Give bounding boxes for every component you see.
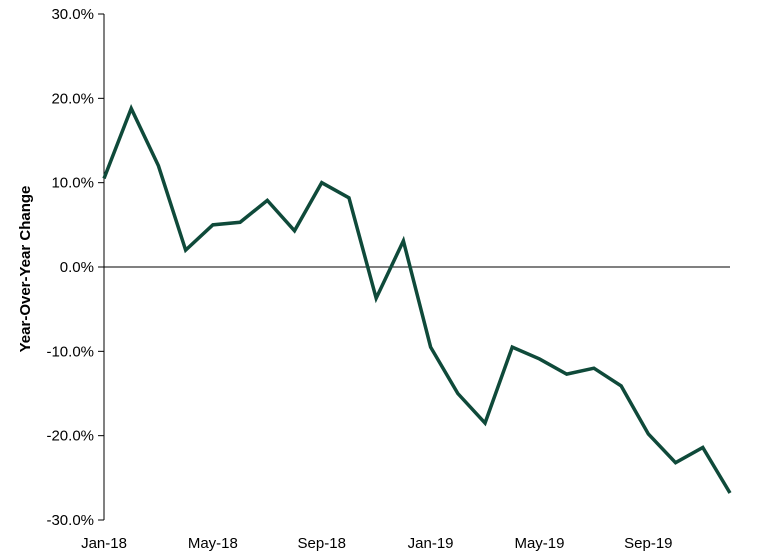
y-axis-title: Year-Over-Year Change: [17, 186, 34, 353]
y-axis: 30.0% 20.0% 10.0% 0.0% -10.0% -20.0% -30.0%: [46, 6, 105, 529]
y-tick-label: 20.0%: [51, 90, 94, 107]
y-tick-label: 30.0%: [51, 6, 94, 23]
x-axis: Jan-18 May-18 Sep-18 Jan-19 May-19 Sep-19: [81, 266, 730, 552]
x-tick-label: May-19: [514, 535, 564, 552]
y-tick-label: -20.0%: [46, 428, 94, 445]
y-tick-label: 10.0%: [51, 175, 94, 192]
series-group: [102, 104, 732, 494]
series-line: [102, 104, 732, 494]
x-tick-label: Sep-19: [624, 535, 672, 552]
x-tick-label: Jan-18: [81, 535, 127, 552]
x-tick-label: Jan-19: [408, 535, 454, 552]
x-tick-label: Sep-18: [298, 535, 346, 552]
y-tick-label: -30.0%: [46, 512, 94, 529]
x-tick-label: May-18: [188, 535, 238, 552]
y-tick-label: -10.0%: [46, 343, 94, 360]
y-tick-label: 0.0%: [60, 259, 94, 276]
